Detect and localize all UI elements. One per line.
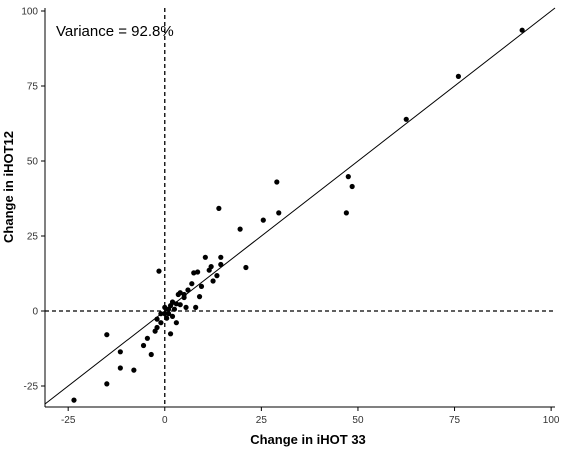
data-point (193, 304, 199, 310)
x-axis-title: Change in iHOT 33 (250, 432, 366, 447)
data-point (243, 264, 249, 271)
data-point (218, 261, 224, 268)
data-point (189, 281, 195, 287)
plot-frame (44, 8, 555, 408)
y-tick-label: 0 (32, 307, 38, 318)
x-tick-label: 75 (449, 415, 461, 426)
data-point (343, 210, 349, 216)
data-point (158, 320, 164, 326)
data-point (216, 205, 222, 211)
data-point (154, 316, 160, 322)
y-tick-label: -25 (24, 382, 39, 393)
data-point (208, 264, 214, 270)
variance-annotation: Variance = 92.8% (56, 23, 174, 40)
data-point (162, 311, 168, 317)
data-point (181, 291, 187, 298)
data-point (156, 268, 162, 274)
data-point (519, 27, 525, 33)
data-point (195, 269, 201, 275)
y-tick-label: 100 (21, 7, 38, 18)
data-point (177, 302, 183, 308)
data-point (183, 304, 189, 310)
data-point (131, 367, 137, 373)
identity-line (44, 7, 556, 405)
y-tick-label: 25 (27, 232, 39, 243)
data-point (158, 311, 164, 317)
data-point (117, 365, 123, 371)
data-point (218, 254, 224, 260)
data-point (214, 273, 220, 279)
data-point (169, 313, 176, 319)
data-point (276, 210, 282, 216)
data-point (455, 73, 462, 79)
data-point (237, 226, 243, 232)
data-point (140, 342, 147, 349)
data-point (260, 217, 266, 223)
y-tick-label: 50 (27, 157, 39, 168)
data-point (104, 381, 110, 387)
data-point (173, 320, 179, 326)
data-point (202, 254, 208, 260)
y-tick-label: 75 (27, 82, 39, 93)
data-point (345, 174, 351, 180)
data-point (71, 397, 77, 403)
data-point (196, 294, 203, 300)
data-point (198, 283, 205, 289)
data-point (185, 287, 191, 293)
x-axis-ticks: -25 0 25 50 75 100 (61, 407, 560, 426)
data-point (210, 278, 216, 284)
data-point (154, 324, 160, 331)
data-point (162, 304, 168, 310)
x-tick-label: -25 (61, 415, 76, 426)
x-tick-label: 0 (162, 415, 168, 426)
data-point (104, 332, 110, 338)
data-point (167, 331, 174, 337)
data-point (164, 315, 170, 321)
x-tick-label: 25 (256, 415, 268, 426)
data-point (177, 290, 183, 296)
data-point (144, 335, 150, 341)
data-point (171, 306, 178, 312)
data-point (148, 351, 154, 358)
x-tick-label: 50 (352, 415, 364, 426)
data-point (349, 183, 355, 190)
y-axis-title: Change in iHOT12 (1, 131, 16, 243)
x-tick-label: 100 (543, 415, 560, 426)
y-axis-ticks: -25 0 25 50 75 100 (21, 7, 45, 393)
data-point (403, 116, 409, 122)
data-point (117, 349, 123, 355)
data-point (169, 299, 176, 305)
data-points (71, 27, 525, 403)
data-point (274, 179, 280, 185)
data-point (166, 311, 172, 317)
